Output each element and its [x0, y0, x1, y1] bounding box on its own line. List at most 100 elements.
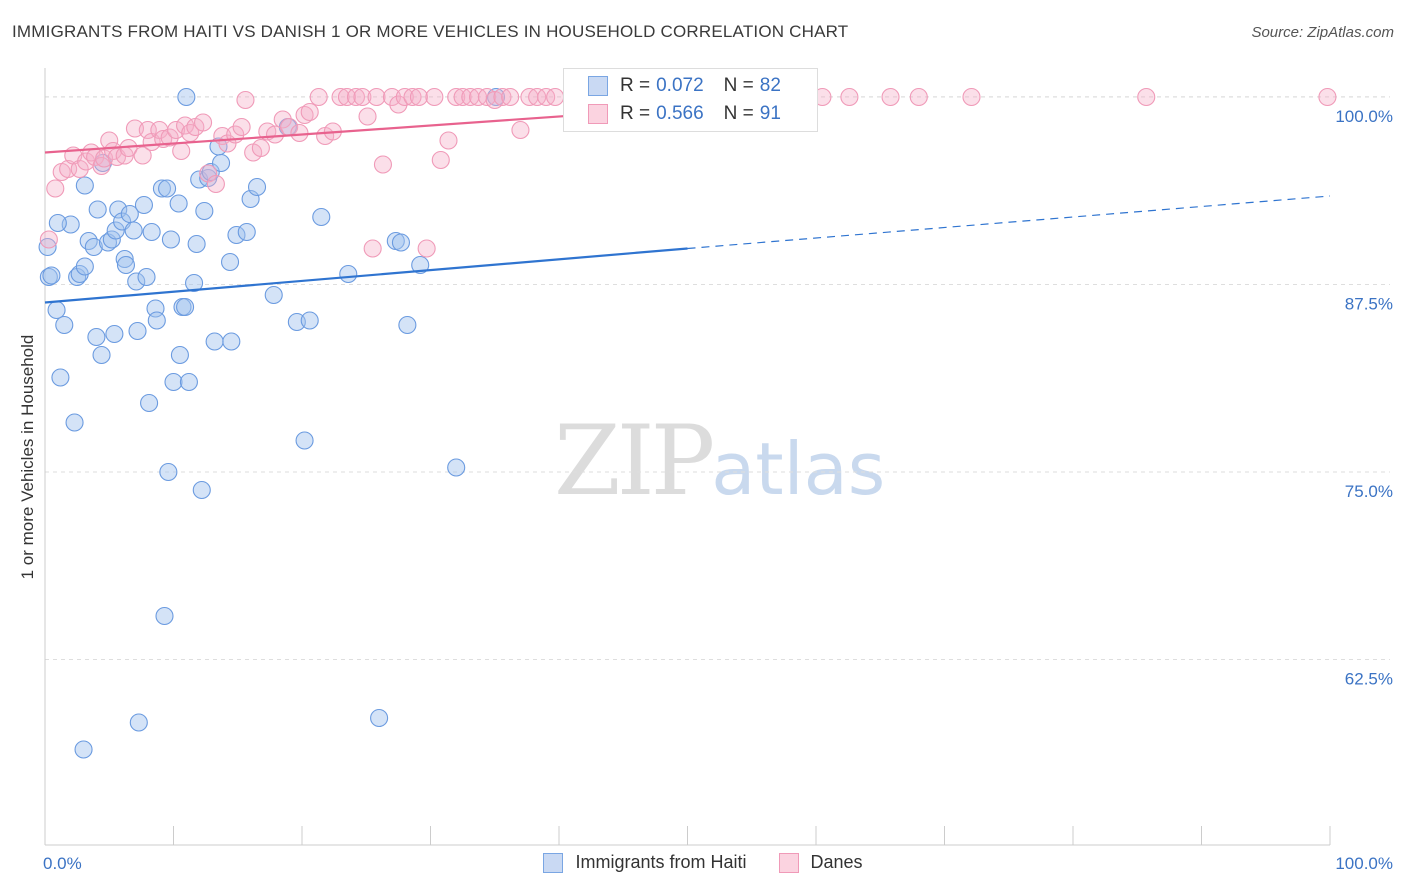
point-danes	[1137, 87, 1156, 107]
point-haiti	[176, 297, 195, 317]
point-danes	[331, 87, 350, 107]
point-haiti	[220, 252, 240, 272]
point-danes	[194, 113, 213, 132]
point-haiti	[398, 315, 417, 335]
point-haiti	[84, 237, 103, 257]
point-haiti	[38, 237, 57, 257]
point-danes	[389, 95, 408, 114]
point-danes	[70, 159, 89, 179]
watermark-atlas: atlas	[711, 427, 886, 511]
point-haiti	[47, 300, 66, 320]
y-tick-label: 87.5%	[1345, 295, 1393, 314]
point-haiti	[447, 458, 466, 477]
point-danes	[417, 239, 436, 258]
point-danes	[346, 87, 366, 107]
point-haiti	[192, 480, 211, 500]
legend-row-haiti: R = 0.072 N = 82	[564, 73, 781, 99]
point-haiti	[158, 179, 177, 198]
point-haiti	[42, 266, 61, 285]
point-haiti	[159, 462, 178, 482]
point-danes	[1318, 87, 1337, 107]
trendline-haiti	[44, 247, 688, 304]
point-danes	[382, 87, 402, 107]
point-haiti	[51, 368, 70, 387]
y-axis-title: 1 or more Vehicles in Household	[18, 334, 37, 580]
legend-n-label-haiti: N =	[723, 75, 754, 96]
point-haiti	[370, 708, 389, 728]
x-tick-label-min: 0.0%	[43, 854, 82, 873]
point-danes	[353, 87, 372, 107]
point-haiti	[129, 713, 148, 732]
point-danes	[395, 87, 414, 107]
point-haiti	[227, 225, 246, 245]
point-danes	[92, 156, 111, 176]
point-haiti	[339, 264, 358, 284]
point-haiti	[185, 273, 204, 293]
watermark-zip: ZIP	[554, 405, 715, 517]
point-danes	[232, 117, 251, 137]
point-haiti	[295, 431, 314, 450]
point-haiti	[264, 285, 283, 305]
point-haiti	[106, 221, 125, 240]
series-legend-danes[interactable]: Danes	[778, 852, 863, 873]
point-haiti	[115, 249, 134, 269]
point-danes	[290, 123, 309, 143]
point-danes	[251, 138, 270, 158]
point-danes	[373, 155, 393, 174]
series-legend-haiti[interactable]: Immigrants from Haiti	[543, 852, 747, 873]
chart-title: IMMIGRANTS FROM HAITI VS DANISH 1 OR MOR…	[12, 22, 849, 41]
legend-r-label-haiti: R =	[620, 75, 651, 96]
point-haiti	[68, 267, 87, 287]
point-haiti	[247, 177, 267, 197]
point-danes	[511, 120, 530, 140]
point-haiti	[140, 393, 159, 413]
point-haiti	[65, 413, 84, 432]
point-haiti	[124, 221, 143, 240]
point-danes	[425, 87, 444, 107]
point-danes	[403, 87, 422, 107]
point-danes	[295, 105, 314, 125]
legend-n-value-danes: 91	[759, 103, 781, 124]
point-haiti	[205, 332, 224, 351]
legend-r-label-danes: R =	[620, 103, 651, 124]
point-danes	[367, 87, 386, 107]
point-danes	[46, 179, 65, 198]
legend-r-value-haiti: 0.072	[656, 75, 704, 96]
legend-swatch-danes	[588, 104, 608, 124]
series-label-danes: Danes	[810, 852, 863, 872]
legend-r-value-danes: 0.566	[656, 103, 704, 124]
legend-row-danes: R = 0.566 N = 91	[564, 101, 781, 127]
point-danes	[160, 128, 179, 147]
point-danes	[546, 87, 565, 107]
trendline-haiti-extension	[687, 195, 1331, 250]
point-haiti	[87, 327, 106, 347]
point-haiti	[179, 372, 198, 392]
point-haiti	[155, 606, 174, 626]
point-haiti	[152, 179, 171, 198]
point-haiti	[147, 311, 166, 330]
point-haiti	[88, 200, 107, 219]
series-swatch-haiti	[543, 852, 564, 873]
source-label: Source: ZipAtlas.com	[1251, 24, 1394, 41]
point-haiti	[109, 200, 128, 219]
correlation-legend: R = 0.072 N = 82 R = 0.566 N = 91	[563, 68, 818, 132]
point-haiti	[312, 207, 331, 227]
y-tick-label: 100.0%	[1335, 107, 1393, 126]
point-danes	[881, 87, 900, 107]
point-danes	[439, 131, 458, 150]
y-tick-label: 75.0%	[1345, 482, 1393, 501]
point-danes	[300, 102, 319, 122]
point-haiti	[116, 255, 136, 275]
point-haiti	[300, 311, 319, 330]
point-danes	[409, 87, 428, 107]
point-haiti	[74, 740, 93, 759]
point-danes	[199, 164, 218, 183]
point-haiti	[177, 87, 196, 107]
point-haiti	[222, 332, 241, 351]
point-haiti	[211, 153, 231, 173]
series-swatch-danes	[778, 852, 799, 873]
point-haiti	[187, 234, 206, 254]
point-haiti	[127, 272, 146, 291]
point-haiti	[169, 194, 188, 213]
